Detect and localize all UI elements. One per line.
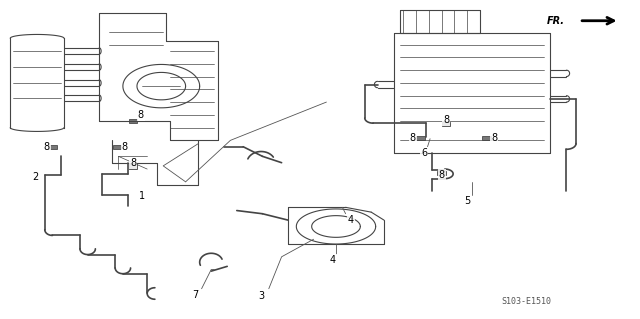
Text: 8: 8	[443, 115, 449, 125]
Text: 1: 1	[139, 191, 145, 201]
Text: 8: 8	[138, 110, 144, 121]
Text: 5: 5	[464, 196, 470, 206]
Text: 6: 6	[421, 148, 428, 158]
Text: 2: 2	[32, 172, 38, 182]
Bar	[49, 145, 57, 149]
Text: 8: 8	[438, 170, 445, 181]
Bar	[113, 145, 122, 149]
Text: 4: 4	[330, 255, 336, 265]
Text: 3: 3	[258, 291, 264, 301]
Bar	[442, 122, 451, 126]
Text: 8: 8	[491, 133, 497, 143]
Text: S103-E1510: S103-E1510	[501, 297, 551, 306]
Text: FR.: FR.	[547, 16, 565, 26]
Text: 8: 8	[44, 142, 50, 152]
Text: 8: 8	[130, 158, 136, 168]
Bar	[483, 136, 491, 140]
Text: 8: 8	[122, 142, 128, 152]
Bar	[417, 136, 425, 140]
Bar	[129, 119, 137, 123]
Text: 8: 8	[410, 133, 416, 143]
Text: 7: 7	[192, 290, 198, 300]
Bar	[129, 165, 137, 168]
Bar	[438, 171, 445, 175]
Text: 4: 4	[348, 215, 354, 225]
